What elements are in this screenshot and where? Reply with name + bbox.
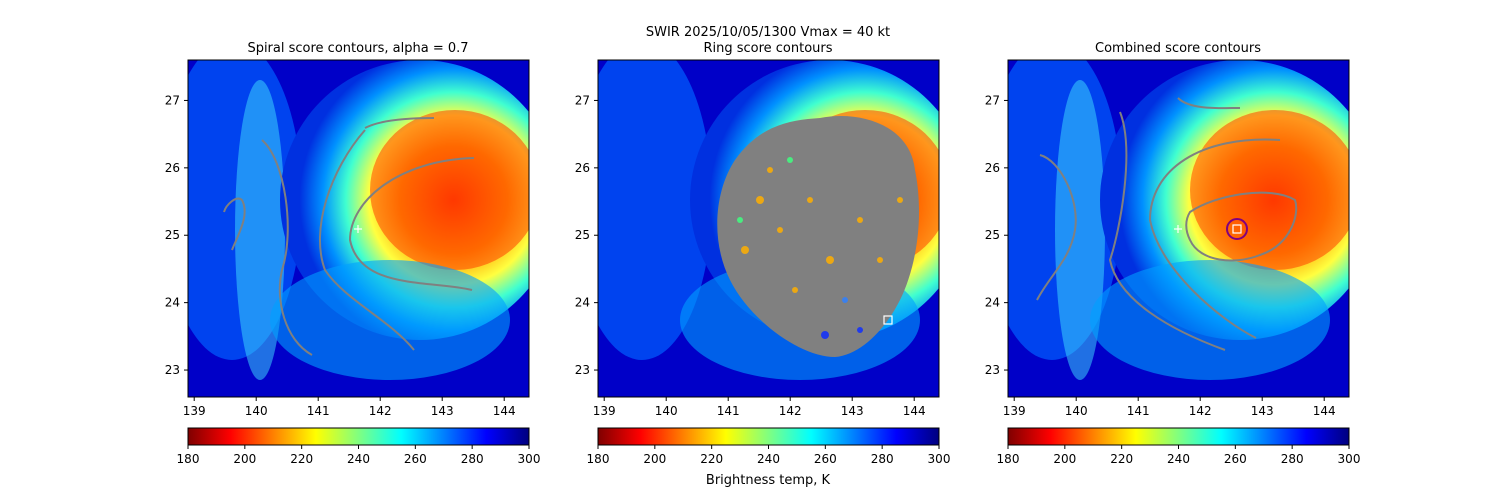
panel-title: Combined score contours: [1095, 41, 1261, 56]
colorbar-label: Brightness temp, K: [706, 473, 831, 488]
colorbar-tick-label: 220: [1110, 452, 1133, 466]
axes-frame: [597, 59, 940, 398]
colorbar-tick-label: 240: [347, 452, 370, 466]
x-tick-label: 140: [1065, 404, 1088, 418]
contour-line: [364, 117, 435, 129]
colorbar-gradient: [597, 427, 940, 446]
x-tick-label: 143: [1251, 404, 1274, 418]
colorbar-gradient: [1007, 427, 1350, 446]
contour-line: [223, 197, 246, 251]
contour-line: [1108, 111, 1226, 351]
y-tick-label: 27: [575, 93, 590, 107]
colorbar-tick-label: 220: [700, 452, 723, 466]
contour-line: [1185, 191, 1298, 262]
square-marker: [1232, 224, 1242, 234]
x-tick-label: 140: [655, 404, 678, 418]
x-tick-label: 142: [779, 404, 802, 418]
x-axis-ticks: 139 140 141 142 143 144: [183, 397, 516, 418]
y-tick-label: 27: [985, 93, 1000, 107]
panel-title: Ring score contours: [703, 41, 832, 56]
colorbar-tick-label: 280: [871, 452, 894, 466]
colorbar-tick-label: 240: [757, 452, 780, 466]
contour-line: [1036, 154, 1077, 301]
x-tick-label: 139: [593, 404, 616, 418]
x-tick-label: 142: [1189, 404, 1212, 418]
colorbar-tick-label: 220: [290, 452, 313, 466]
axes-frame: [187, 59, 530, 398]
ring-contour-speckles: [737, 157, 903, 339]
y-tick-label: 23: [575, 363, 590, 377]
y-tick-label: 23: [165, 363, 180, 377]
y-axis-ticks: 23 24 25 26 27: [165, 93, 188, 377]
x-tick-label: 140: [245, 404, 268, 418]
colorbar-tick-label: 200: [233, 452, 256, 466]
y-axis-ticks: 23 24 25 26 27: [575, 93, 598, 377]
cross-marker: [1174, 225, 1182, 233]
x-axis-ticks: 139 140 141 142 143 144: [593, 397, 926, 418]
x-tick-label: 144: [1313, 404, 1336, 418]
y-tick-label: 25: [165, 228, 180, 242]
panel-combined: Combined score contours 139 140 141 142 143 1…: [985, 41, 1361, 466]
x-tick-label: 141: [717, 404, 740, 418]
cross-marker: [354, 225, 362, 233]
colorbar-tick-label: 260: [814, 452, 837, 466]
x-tick-label: 144: [903, 404, 926, 418]
panel-title: Spiral score contours, alpha = 0.7: [247, 41, 468, 56]
colorbar-tick-label: 180: [997, 452, 1020, 466]
y-tick-label: 27: [165, 93, 180, 107]
x-tick-label: 141: [307, 404, 330, 418]
y-tick-label: 26: [575, 161, 590, 175]
circle-marker: [1226, 218, 1248, 240]
y-tick-label: 26: [985, 161, 1000, 175]
heatmap-image: [188, 60, 529, 397]
x-tick-label: 141: [1127, 404, 1150, 418]
x-tick-label: 143: [841, 404, 864, 418]
x-axis-ticks: 139 140 141 142 143 144: [1003, 397, 1336, 418]
y-axis-ticks: 23 24 25 26 27: [985, 93, 1008, 377]
colorbar-tick-label: 180: [587, 452, 610, 466]
colorbar: 180 200 220 240 260 280 300: [177, 427, 541, 466]
figure-suptitle: SWIR 2025/10/05/1300 Vmax = 40 kt: [646, 25, 890, 40]
y-tick-label: 24: [575, 296, 590, 310]
colorbar-tick-label: 180: [177, 452, 200, 466]
ring-contour-region: [717, 115, 920, 357]
colorbar-gradient: [187, 427, 530, 446]
x-tick-label: 143: [431, 404, 454, 418]
spiral-contours: [223, 117, 475, 356]
y-tick-label: 24: [985, 296, 1000, 310]
colorbar-tick-label: 300: [1338, 452, 1361, 466]
colorbar-tick-label: 280: [461, 452, 484, 466]
colorbar: 180 200 220 240 260 280 300: [587, 427, 951, 466]
colorbar-tick-label: 200: [643, 452, 666, 466]
x-tick-label: 144: [493, 404, 516, 418]
square-marker: [883, 315, 893, 325]
contour-line: [1148, 138, 1281, 339]
panel-spiral: Spiral score contours, alpha = 0.7 139 14…: [165, 41, 541, 466]
heatmap-image: [1008, 60, 1349, 397]
y-tick-label: 25: [985, 228, 1000, 242]
x-tick-label: 139: [1003, 404, 1026, 418]
contour-line: [261, 139, 313, 356]
y-tick-label: 26: [165, 161, 180, 175]
y-tick-label: 25: [575, 228, 590, 242]
colorbar-tick-label: 260: [1224, 452, 1247, 466]
panel-ring: Ring score contours 139 140 141 142 143 144 2…: [575, 41, 951, 488]
combined-contours: [1036, 97, 1298, 351]
contour-line: [1177, 97, 1241, 110]
colorbar-tick-label: 300: [928, 452, 951, 466]
axes-frame: [1007, 59, 1350, 398]
x-tick-label: 139: [183, 404, 206, 418]
colorbar-tick-label: 280: [1281, 452, 1304, 466]
y-tick-label: 24: [165, 296, 180, 310]
colorbar-tick-label: 200: [1053, 452, 1076, 466]
colorbar-tick-label: 300: [518, 452, 541, 466]
colorbar-tick-label: 260: [404, 452, 427, 466]
contour-line: [348, 157, 475, 291]
x-tick-label: 142: [369, 404, 392, 418]
contour-line: [318, 129, 415, 351]
colorbar-tick-label: 240: [1167, 452, 1190, 466]
colorbar: 180 200 220 240 260 280 300: [997, 427, 1361, 466]
y-tick-label: 23: [985, 363, 1000, 377]
